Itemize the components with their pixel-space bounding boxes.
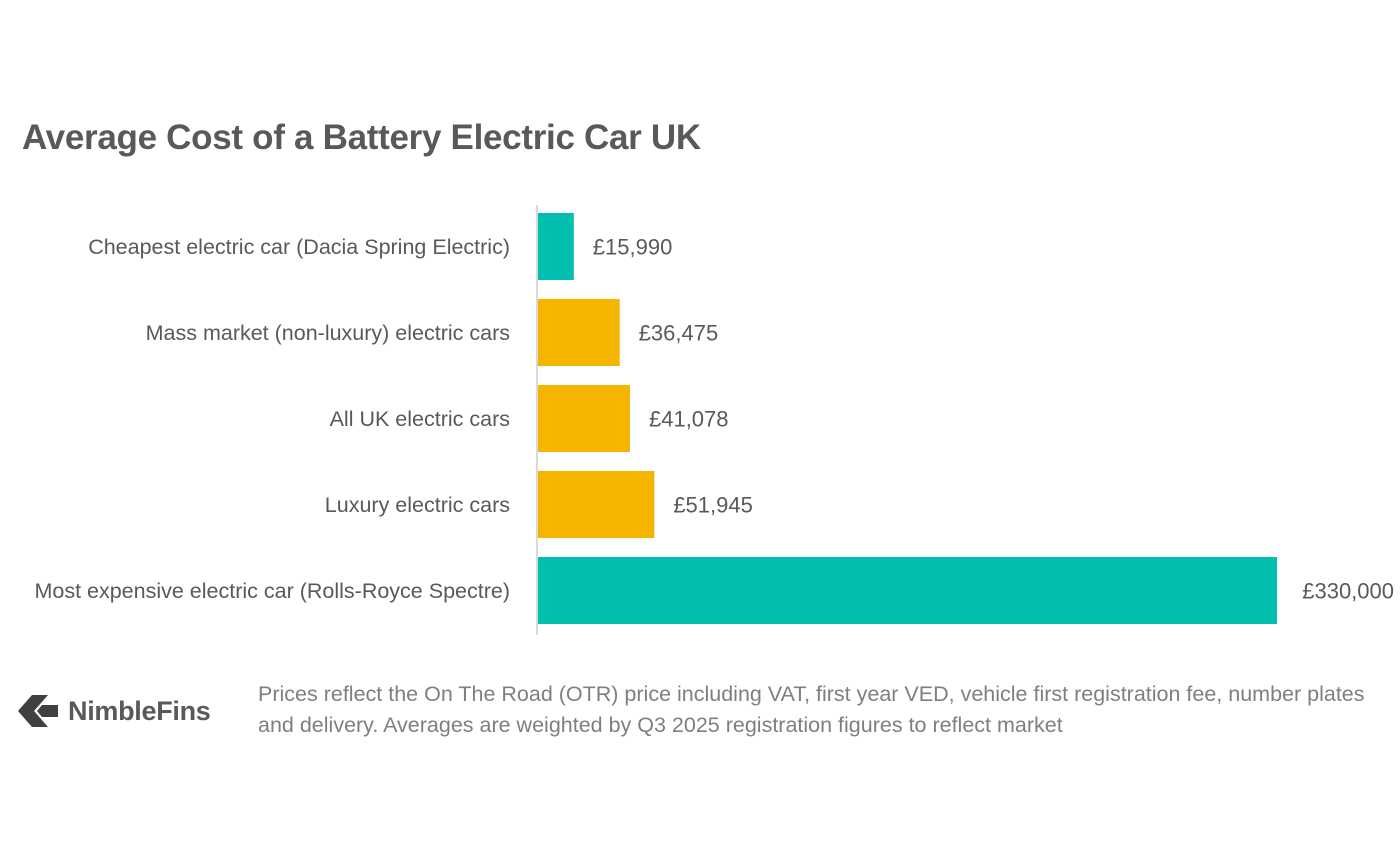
data-label: £51,945	[673, 493, 753, 518]
data-label: £36,475	[639, 321, 719, 346]
data-label: £15,990	[593, 235, 673, 260]
chevron-left-icon	[18, 695, 58, 727]
brand-name: NimbleFins	[68, 695, 211, 726]
category-label: Luxury electric cars	[324, 492, 510, 517]
chart-canvas: £15,990 £36,475 £41,078 £51,945 £330,000	[536, 205, 1394, 635]
data-label: £330,000	[1302, 579, 1394, 604]
bar	[538, 385, 630, 452]
chart-footer: NimbleFins Prices reflect the On The Roa…	[0, 675, 1400, 755]
bar	[538, 557, 1277, 624]
footnote: Prices reflect the On The Road (OTR) pri…	[258, 682, 1365, 737]
data-label: £41,078	[649, 407, 729, 432]
category-label: Most expensive electric car (Rolls-Royce…	[34, 578, 510, 603]
category-label: Mass market (non-luxury) electric cars	[145, 320, 510, 345]
category-label: Cheapest electric car (Dacia Spring Elec…	[88, 234, 510, 259]
chart-title: Average Cost of a Battery Electric Car U…	[22, 118, 701, 157]
bar	[538, 213, 574, 280]
bar-chart: £15,990 £36,475 £41,078 £51,945 £330,000 Che…	[0, 195, 1400, 645]
brand-logo: NimbleFins	[18, 693, 211, 729]
category-label: All UK electric cars	[329, 406, 510, 431]
bar	[538, 471, 655, 538]
bar	[538, 299, 620, 366]
